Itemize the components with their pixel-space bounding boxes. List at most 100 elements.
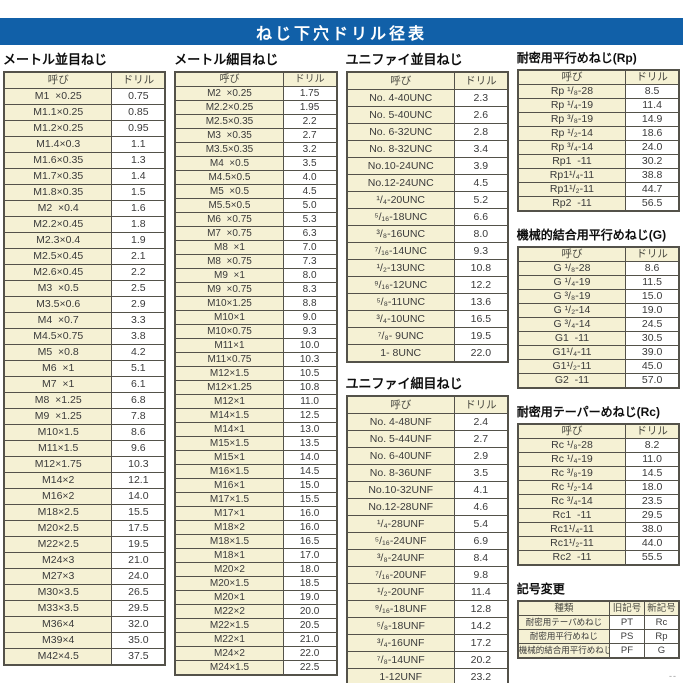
table-row: G ¹/₄-19 11.5: [517, 275, 680, 290]
value-cell: 8.0: [453, 225, 509, 243]
table-row: ³/₈-24UNF 8.4: [346, 549, 509, 567]
designation-cell: M1.6×0.35: [3, 152, 113, 169]
designation-cell: M12×1.5: [174, 366, 284, 381]
designation-cell: M4 ×0.7: [3, 312, 113, 329]
table-row: M1.6×0.35 1.3: [3, 152, 166, 169]
value-cell: 3.9: [453, 157, 509, 175]
value-cell: 2.5: [111, 280, 166, 297]
table-row: M20×2.5 17.5: [3, 520, 166, 537]
value-cell: 45.0: [625, 359, 680, 374]
table-row: M14×1 13.0: [174, 422, 338, 437]
value-cell: 35.0: [111, 632, 166, 649]
table-row: M2.2×0.25 1.95: [174, 100, 338, 115]
designation-cell: M22×1.5: [174, 618, 284, 633]
table-row: No.10-32UNF 4.1: [346, 481, 509, 499]
table-row: ¹/₄-20UNC 5.2: [346, 191, 509, 209]
value-cell: 22.5: [282, 660, 338, 676]
value-cell: 44.7: [625, 182, 680, 197]
value-cell: 16.0: [282, 520, 338, 535]
designation-cell: M3.5×0.35: [174, 142, 284, 157]
column-header: 呼び: [174, 71, 284, 87]
designation-cell: ⁷/₈-14UNF: [346, 651, 455, 669]
table-row: M1.2×0.25 0.95: [3, 120, 166, 137]
value-cell: 19.0: [625, 303, 680, 318]
designation-cell: ¹/₄-20UNC: [346, 191, 455, 209]
value-cell: 1.3: [111, 152, 166, 169]
section-unified-fine: ユニファイ細目ねじ 呼び ドリル No. 4-48UNF 2.4 No. 5-44UNF…: [345, 373, 509, 683]
table-rc: 呼び ドリル Rc ¹/₈-28 8.2 Rc ¹/₄-19 11.0 Rc ³/₈-19 1…: [516, 423, 680, 566]
designation-cell: Rp ¹/₂-14: [517, 126, 627, 141]
value-cell: 30.2: [625, 154, 680, 169]
table-row: No.12-24UNC 4.5: [346, 174, 509, 192]
value-cell: 0.95: [111, 120, 166, 137]
designation-cell: Rp1¹/₂-11: [517, 182, 627, 197]
table-row: G2 -11 57.0: [517, 373, 680, 389]
value-cell: 14.0: [111, 488, 166, 505]
table-symbol-change: 種類 旧記号 新記号 耐密用テーパめねじ PT Rc 耐密用平行めねじ PS Rp 機械的結合用平…: [516, 600, 680, 659]
cropped-page-mark: --: [669, 671, 677, 681]
designation-cell: Rp ¹/₈-28: [517, 84, 627, 99]
value-cell: PF: [609, 643, 645, 659]
designation-cell: M24×3: [3, 552, 113, 569]
table-row: M10×1 9.0: [174, 310, 338, 325]
value-cell: 8.5: [625, 84, 680, 99]
header-row: 呼び ドリル: [517, 423, 680, 439]
value-cell: 5.3: [282, 212, 338, 227]
table-row: Rc1 -11 29.5: [517, 508, 680, 523]
value-cell: 21.0: [282, 632, 338, 647]
column-header: 呼び: [3, 71, 113, 89]
page-title: ねじ下穴ドリル径表: [255, 25, 427, 43]
designation-cell: M7 ×1: [3, 376, 113, 393]
table-row: M42×4.5 37.5: [3, 648, 166, 666]
designation-cell: M8 ×1: [174, 240, 284, 255]
value-cell: PS: [609, 629, 645, 644]
designation-cell: M15×1: [174, 450, 284, 465]
table-row: M22×1 21.0: [174, 632, 338, 647]
value-cell: 14.0: [282, 450, 338, 465]
column-header: 旧記号: [609, 600, 645, 616]
value-cell: 2.6: [453, 106, 509, 124]
designation-cell: Rp1¹/₄-11: [517, 168, 627, 183]
designation-cell: M11×1.5: [3, 440, 113, 457]
table-row: Rc ¹/₈-28 8.2: [517, 438, 680, 453]
table-row: M18×1.5 16.5: [174, 534, 338, 549]
table-row: ⁷/₈- 9UNC 19.5: [346, 327, 509, 345]
designation-cell: ¹/₄-28UNF: [346, 515, 455, 533]
designation-cell: No. 4-40UNC: [346, 89, 455, 107]
table-row: M22×2 20.0: [174, 604, 338, 619]
value-cell: 2.8: [453, 123, 509, 141]
designation-cell: M3 ×0.35: [174, 128, 284, 143]
table-g: 呼び ドリル G ¹/₈-28 8.6 G ¹/₄-19 11.5 G ³/₈-19 15.0…: [516, 246, 680, 389]
table-row: M1.1×0.25 0.85: [3, 104, 166, 121]
designation-cell: M1.2×0.25: [3, 120, 113, 137]
table-row: Rp ¹/₈-28 8.5: [517, 84, 680, 99]
table-row: M30×3.5 26.5: [3, 584, 166, 601]
table-row: M24×2 22.0: [174, 646, 338, 661]
table-row: No.10-24UNC 3.9: [346, 157, 509, 175]
header-row: 呼び ドリル: [346, 71, 509, 90]
table-unified-coarse: 呼び ドリル No. 4-40UNC 2.3 No. 5-40UNC 2.6 No. 6-3…: [345, 71, 509, 363]
section-symbol-change: 記号変更 種類 旧記号 新記号 耐密用テーパめねじ PT Rc 耐密用平行めねじ PS Rp 機械…: [516, 580, 680, 659]
table-row: No. 4-48UNF 2.4: [346, 413, 509, 431]
value-cell: 15.5: [111, 504, 166, 521]
value-cell: 2.2: [111, 264, 166, 281]
section-title-rc: 耐密用テーパーめねじ(Rc): [516, 405, 660, 419]
table-row: M4.5×0.75 3.8: [3, 328, 166, 345]
value-cell: 24.0: [625, 140, 680, 155]
table-row: M14×1.5 12.5: [174, 408, 338, 423]
value-cell: 12.5: [282, 408, 338, 423]
table-row: M2.5×0.45 2.1: [3, 248, 166, 265]
header-row: 呼び ドリル: [174, 71, 338, 87]
designation-cell: No. 4-48UNF: [346, 413, 455, 431]
value-cell: 15.0: [282, 478, 338, 493]
value-cell: G: [643, 643, 680, 659]
designation-cell: M30×3.5: [3, 584, 113, 601]
value-cell: 11.4: [625, 98, 680, 113]
table-row: No. 6-40UNF 2.9: [346, 447, 509, 465]
table-row: M5 ×0.5 4.5: [174, 184, 338, 199]
value-cell: 21.0: [111, 552, 166, 569]
value-cell: 9.8: [453, 566, 509, 584]
column-header: ドリル: [625, 423, 680, 439]
value-cell: 2.7: [453, 430, 509, 448]
table-row: No. 4-40UNC 2.3: [346, 89, 509, 107]
